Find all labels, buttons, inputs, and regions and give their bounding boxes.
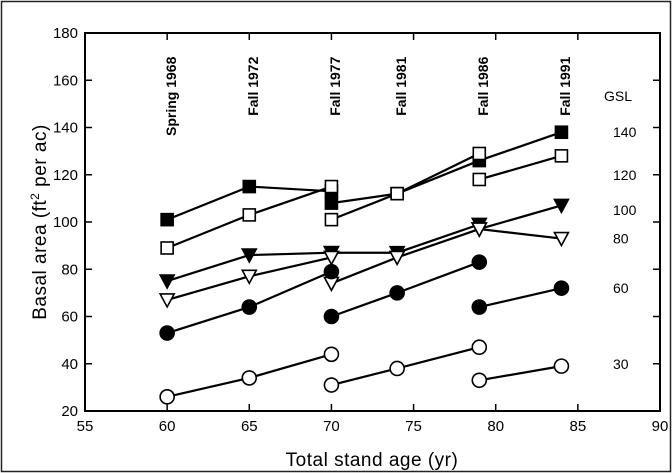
data-point-gsl-140: [554, 125, 569, 140]
data-point-gsl-60: [389, 285, 405, 301]
series-gsl-80: [158, 222, 570, 309]
data-point-gsl-120: [324, 179, 339, 194]
gsl-value-label: 120: [613, 167, 637, 183]
series-gsl-120: [160, 146, 569, 255]
data-point-gsl-60: [553, 280, 570, 296]
gsl-value-label: 100: [613, 202, 637, 218]
data-point-gsl-30: [471, 339, 488, 356]
series-line-gsl-60: [479, 287, 562, 309]
x-tick-label: 90: [652, 418, 669, 435]
data-point-gsl-30: [389, 360, 405, 377]
gsl-label-group: GSL 140 120 100 80 60 30: [604, 88, 637, 372]
x-tick-label: 60: [159, 418, 176, 435]
x-tick-label: 85: [570, 418, 587, 435]
series-line-gsl-140: [331, 131, 562, 205]
data-point-gsl-120: [472, 172, 487, 187]
annotation-label: Fall 1977: [327, 56, 343, 115]
data-point-gsl-60: [471, 299, 488, 315]
annotation-label: Fall 1986: [475, 56, 491, 115]
data-point-gsl-30: [323, 346, 340, 363]
data-point-gsl-80: [388, 250, 406, 267]
data-point-gsl-120: [390, 186, 404, 201]
y-axis-title-tail: per ac): [30, 124, 51, 192]
data-point-gsl-100: [553, 198, 570, 215]
data-point-gsl-60: [323, 263, 340, 280]
data-point-gsl-60: [323, 308, 340, 325]
data-point-gsl-120: [242, 208, 257, 222]
data-point-gsl-30: [241, 370, 258, 386]
y-tick-label: 160: [53, 72, 78, 89]
data-point-gsl-120: [554, 149, 569, 163]
y-axis-title: Basal area (ft2 per ac): [28, 124, 51, 320]
data-point-gsl-140: [160, 212, 174, 227]
y-tick-label: 60: [61, 309, 78, 326]
annotation-label: Fall 1991: [557, 56, 573, 115]
series-group: [158, 125, 570, 405]
annotation-group: Spring 1968 Fall 1972 Fall 1977 Fall 1981 Fa…: [163, 56, 573, 136]
gsl-value-label: 140: [613, 124, 637, 140]
gsl-value-label: 30: [613, 356, 629, 372]
data-point-gsl-60: [241, 299, 258, 315]
data-point-gsl-80: [240, 269, 258, 286]
data-point-gsl-100: [240, 248, 258, 264]
y-tick-label: 80: [61, 261, 78, 278]
data-point-gsl-60: [471, 254, 488, 270]
data-point-gsl-100: [158, 274, 176, 290]
data-point-gsl-120: [324, 212, 339, 227]
gsl-value-label: 80: [613, 231, 629, 247]
y-tick-label: 180: [53, 25, 78, 42]
annotation-label: Spring 1968: [163, 56, 179, 136]
x-tick-label: 80: [487, 418, 504, 435]
y-tick-label: 120: [53, 167, 78, 184]
gsl-value-label: 60: [613, 280, 629, 296]
series-gsl-30: [159, 339, 570, 405]
series-gsl-60: [159, 254, 570, 341]
data-point-gsl-140: [324, 196, 339, 210]
data-point-gsl-80: [553, 231, 570, 248]
data-point-gsl-30: [553, 358, 570, 374]
data-point-gsl-140: [242, 179, 257, 194]
data-point-gsl-30: [159, 389, 175, 405]
y-axis-title-main: Basal area (ft: [30, 200, 51, 320]
gsl-header: GSL: [604, 88, 632, 104]
data-point-gsl-60: [159, 325, 175, 341]
annotation-label: Fall 1972: [245, 56, 261, 115]
y-axis: 20 40 60 80 100 120 140 160 180: [53, 25, 660, 420]
series-line-gsl-80: [479, 227, 562, 240]
y-tick-label: 100: [53, 214, 78, 231]
data-point-gsl-30: [471, 372, 488, 389]
annotation-label: Fall 1981: [393, 56, 409, 115]
data-point-gsl-80: [470, 222, 488, 238]
x-axis-title: Total stand age (yr): [286, 450, 459, 471]
x-tick-label: 75: [405, 418, 422, 435]
y-tick-label: 40: [61, 356, 78, 373]
y-tick-label: 140: [53, 120, 78, 137]
data-point-gsl-120: [472, 146, 487, 161]
series-line-gsl-120: [478, 154, 562, 181]
x-tick-label: 70: [323, 418, 340, 435]
data-point-gsl-120: [160, 241, 174, 255]
data-point-gsl-80: [323, 250, 340, 267]
x-tick-label: 65: [241, 418, 258, 435]
data-point-gsl-80: [158, 293, 176, 309]
x-tick-label: 55: [77, 418, 94, 435]
y-tick-label: 20: [61, 403, 78, 420]
series-line-gsl-30: [479, 365, 562, 382]
x-axis: 55 60 65 70 75 80 85 90: [77, 33, 669, 435]
data-point-gsl-30: [323, 377, 340, 393]
series-line-gsl-100: [478, 204, 562, 231]
y-axis-title-superscript: 2: [28, 193, 42, 200]
